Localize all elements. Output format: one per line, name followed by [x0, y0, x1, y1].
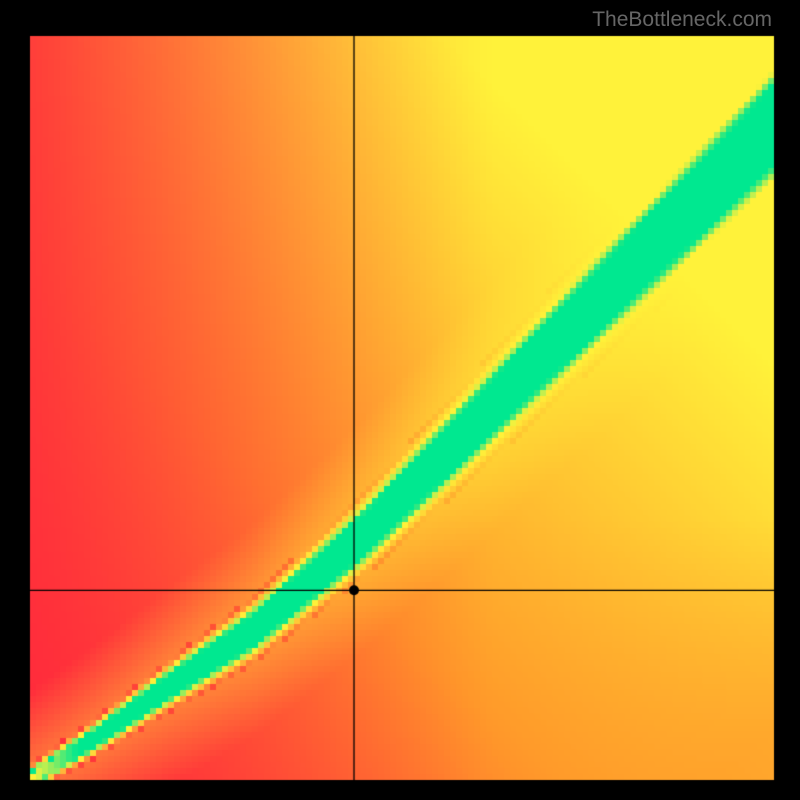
watermark-text: TheBottleneck.com — [592, 8, 772, 32]
bottleneck-heatmap — [0, 0, 800, 800]
